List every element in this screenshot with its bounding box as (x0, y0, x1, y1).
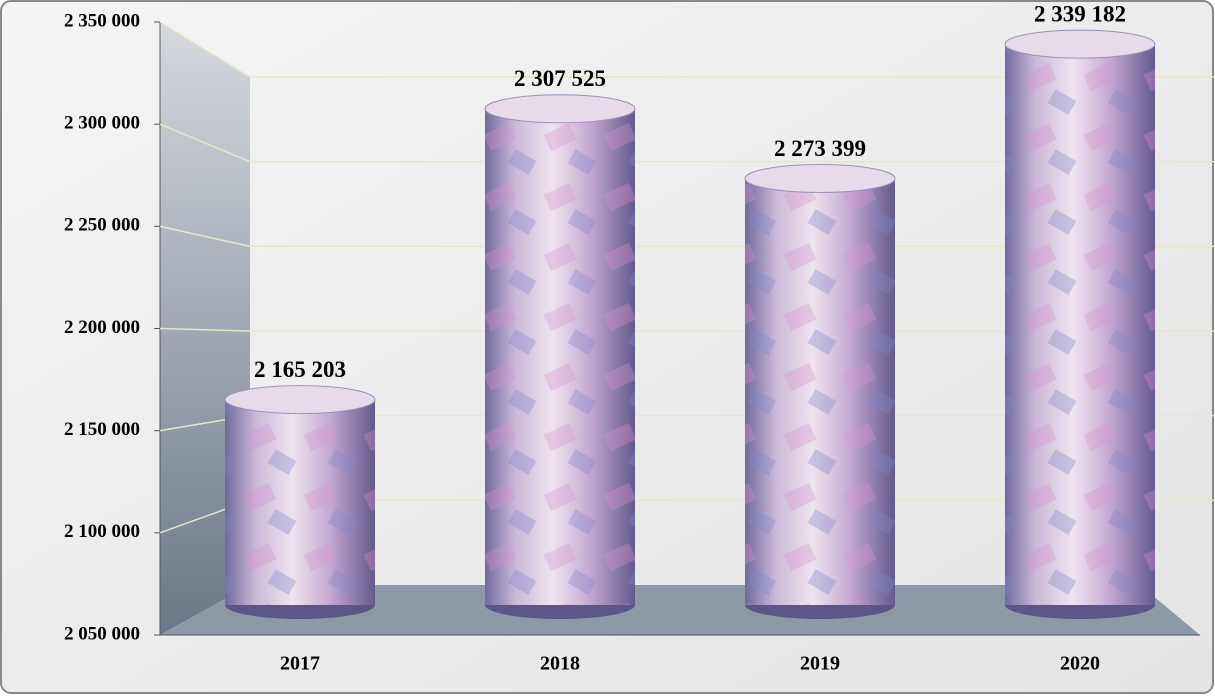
y-tick-label: 2 050 000 (64, 623, 140, 644)
y-tick-label: 2 100 000 (64, 521, 140, 542)
value-label: 2 307 525 (514, 66, 606, 91)
y-tick-label: 2 150 000 (64, 419, 140, 440)
y-tick-label: 2 200 000 (64, 317, 140, 338)
y-tick-label: 2 300 000 (64, 113, 140, 134)
x-tick-label: 2019 (800, 653, 840, 675)
x-tick-label: 2017 (280, 653, 320, 675)
bar-texture (1005, 44, 1155, 605)
grid-line (159, 21, 1215, 78)
x-tick-label: 2018 (540, 653, 580, 675)
value-label: 2 339 182 (1034, 1, 1126, 26)
bar-texture (485, 108, 635, 605)
bar-top (224, 385, 376, 415)
y-tick-label: 2 350 000 (64, 10, 140, 31)
bar-texture (225, 399, 375, 605)
bar-texture (745, 178, 895, 606)
value-label: 2 165 203 (254, 357, 346, 382)
grid-line (159, 123, 1215, 163)
bar-top (744, 164, 896, 194)
floor (160, 585, 1200, 635)
x-tick-label: 2020 (1060, 653, 1100, 675)
bar-top (484, 94, 636, 124)
bar-top (1004, 29, 1156, 59)
y-tick-label: 2 250 000 (64, 215, 140, 236)
value-label: 2 273 399 (774, 136, 866, 161)
